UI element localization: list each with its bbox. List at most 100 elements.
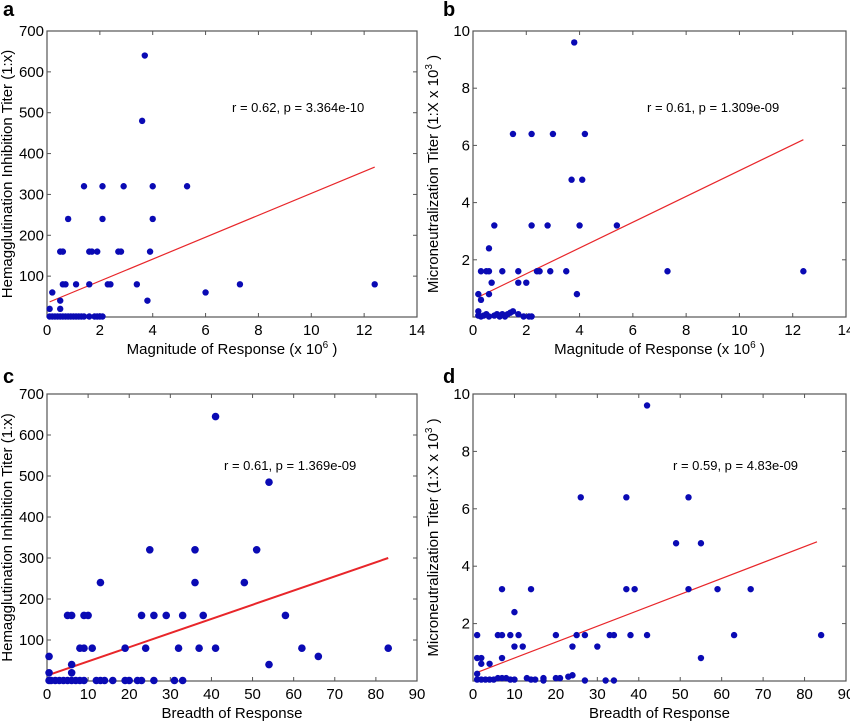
- data-point: [571, 39, 578, 46]
- x-tick-label: 30: [589, 686, 606, 703]
- data-point: [133, 281, 141, 288]
- y-tick-label: 6: [462, 501, 470, 518]
- data-point: [265, 660, 273, 669]
- correlation-annotation: r = 0.61, p = 1.369e-09: [224, 458, 356, 473]
- x-tick-label: 10: [506, 686, 523, 703]
- data-point: [195, 644, 203, 652]
- data-point: [45, 652, 53, 661]
- data-point: [568, 176, 575, 183]
- x-tick-label: 4: [149, 322, 157, 339]
- x-tick-label: 70: [755, 686, 772, 703]
- x-tick-label: 0: [43, 322, 51, 339]
- y-tick-label: 400: [19, 146, 44, 163]
- data-point: [697, 654, 705, 662]
- data-point: [252, 546, 261, 554]
- data-point: [150, 611, 158, 620]
- x-tick-label: 12: [356, 322, 373, 339]
- data-point: [730, 631, 738, 639]
- x-axis-label-end: ): [328, 341, 337, 358]
- data-point: [547, 268, 554, 275]
- data-point: [509, 130, 517, 138]
- data-point: [817, 631, 825, 639]
- data-point: [556, 674, 564, 682]
- x-tick-label: 8: [682, 322, 690, 339]
- panel-a: a 0 2 4 6 8 10 12 14 100 200 300 400 500 600 700 Magnitu…: [0, 0, 425, 358]
- x-axis-label-text: Magnitude of Response (x 10: [554, 341, 750, 358]
- data-point: [623, 585, 630, 593]
- data-point: [623, 494, 630, 501]
- x-tick-label: 60: [285, 686, 302, 703]
- data-point: [281, 611, 290, 620]
- data-point: [515, 310, 522, 318]
- data-point: [96, 578, 105, 587]
- x-tick-label: 10: [303, 322, 320, 339]
- x-tick-label: 70: [326, 686, 343, 703]
- data-point: [149, 215, 156, 223]
- data-point: [80, 676, 88, 685]
- data-point: [100, 676, 109, 685]
- data-point: [511, 676, 518, 683]
- correlation-annotation: r = 0.59, p = 4.83e-09: [673, 458, 798, 473]
- data-point: [57, 305, 64, 313]
- data-point: [265, 478, 273, 486]
- plot-frame: [472, 393, 847, 682]
- x-tick-label: 60: [713, 686, 730, 703]
- data-point: [528, 130, 535, 138]
- y-tick-label: 300: [19, 550, 44, 567]
- data-point: [485, 290, 493, 298]
- x-tick-label: 2: [522, 322, 530, 339]
- y-tick-label: 600: [19, 427, 44, 444]
- x-axis-label-text: Breadth of Response: [589, 705, 730, 721]
- y-tick-label: 8: [462, 443, 470, 460]
- data-point: [150, 676, 158, 685]
- y-tick-label: 700: [19, 23, 44, 40]
- y-axis-label-exponent: 3: [424, 64, 435, 70]
- data-point: [491, 222, 498, 229]
- data-point: [511, 608, 518, 616]
- y-axis-label-end: ): [425, 418, 442, 427]
- panel-d: d 0 10 20 30 40 50 60 70 80 90 2 4 6 8 10 Breadth of Res…: [424, 366, 850, 721]
- data-point: [117, 248, 125, 255]
- data-point: [594, 643, 601, 650]
- data-point: [515, 631, 522, 639]
- data-point: [549, 130, 557, 138]
- data-point: [573, 290, 581, 298]
- data-point: [528, 313, 535, 320]
- data-point: [473, 631, 481, 639]
- y-tick-label: 200: [19, 227, 44, 244]
- data-point: [631, 585, 638, 593]
- data-point: [573, 631, 580, 639]
- y-axis-label: Hemagglutination Inhibition Titer (1:x): [0, 50, 16, 298]
- data-point: [62, 281, 69, 288]
- data-point: [519, 643, 526, 650]
- x-tick-label: 80: [796, 686, 813, 703]
- data-point: [613, 222, 621, 229]
- data-point: [610, 631, 618, 639]
- panel-b: b02468101214246810Magnitude of Response …: [424, 0, 850, 358]
- y-axis-label-end: ): [425, 55, 442, 64]
- data-point: [46, 305, 53, 313]
- x-axis-label: Magnitude of Response (x 106 ): [554, 340, 765, 358]
- x-tick-label: 12: [784, 322, 801, 339]
- x-tick-label: 90: [409, 686, 426, 703]
- data-point: [581, 130, 589, 138]
- data-point: [499, 268, 506, 275]
- data-point: [536, 268, 543, 275]
- x-tick-label: 0: [469, 322, 477, 339]
- data-point: [121, 644, 129, 652]
- data-point: [473, 670, 481, 678]
- x-axis-label-exponent: 6: [323, 340, 329, 351]
- data-point: [498, 585, 506, 593]
- correlation-annotation: r = 0.61, p = 1.309e-09: [647, 100, 779, 115]
- data-point: [191, 546, 199, 554]
- y-tick-label: 4: [462, 195, 470, 212]
- data-point: [199, 611, 208, 620]
- data-point: [108, 676, 117, 685]
- data-point: [552, 631, 560, 639]
- y-tick-label: 200: [19, 591, 44, 608]
- data-point: [94, 248, 101, 255]
- x-tick-label: 10: [80, 686, 97, 703]
- data-point: [107, 281, 114, 288]
- x-tick-label: 90: [838, 686, 850, 703]
- data-point: [485, 268, 493, 275]
